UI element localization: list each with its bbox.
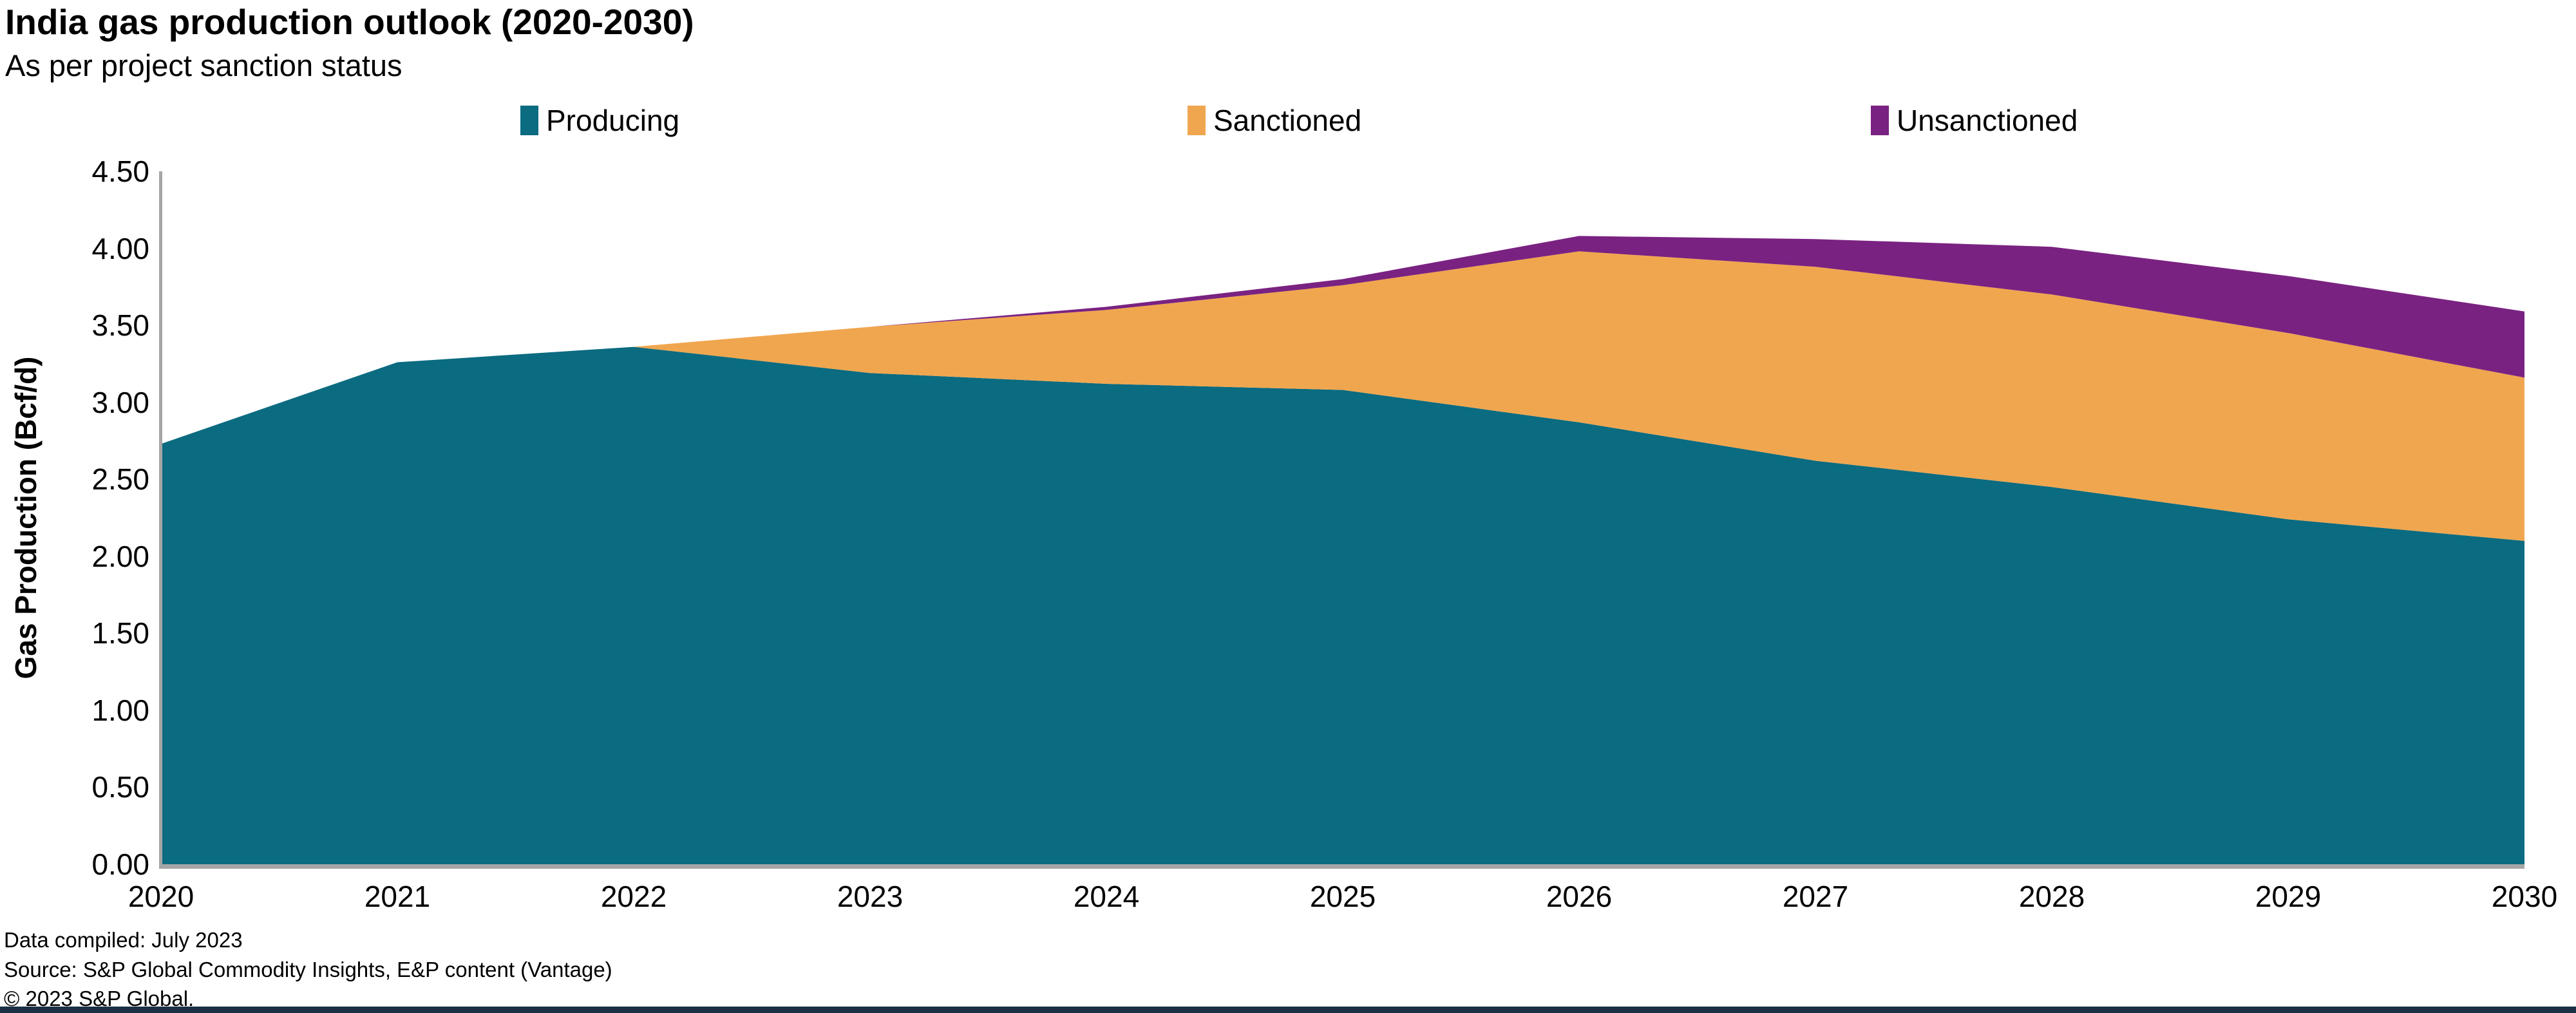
x-tick-label: 2030 [2491,880,2558,913]
legend-label-producing: Producing [546,104,680,137]
page-subtitle: As per project sanction status [5,48,402,82]
x-tick-label: 2024 [1073,880,1140,913]
x-tick-label: 2028 [2018,880,2085,913]
area-series-producing [161,346,2524,864]
legend-item-producing: Producing [520,103,679,138]
legend-label-unsanctioned: Unsanctioned [1897,104,2078,137]
y-tick-label: 0.00 [91,847,149,881]
brand-bottom-bar [0,1007,2576,1013]
x-tick-label: 2025 [1309,880,1376,913]
y-tick-label: 4.00 [91,231,149,265]
footnote-source: Source: S&P Global Commodity Insights, E… [4,958,612,981]
x-tick-label: 2020 [128,880,194,913]
x-axis-line [159,864,2524,869]
x-tick-label: 2023 [837,880,904,913]
y-tick-label: 1.00 [91,693,149,727]
legend-swatch-0 [520,106,538,135]
legend-swatch-2 [1871,106,1889,135]
y-tick-label: 1.50 [91,616,149,650]
legend-label-sanctioned: Sanctioned [1213,104,1362,137]
page-title: India gas production outlook (2020-2030) [5,2,694,42]
y-axis-line [159,171,162,868]
x-tick-label: 2021 [364,880,431,913]
x-tick-label: 2022 [600,880,667,913]
footnote-data-compiled: Data compiled: July 2023 [4,928,243,952]
x-tick-label: 2026 [1546,880,1613,913]
legend-item-unsanctioned: Unsanctioned [1871,103,2078,138]
y-tick-label: 2.00 [91,539,149,573]
area-series-sanctioned [161,251,2524,541]
y-tick-label: 4.50 [91,155,149,188]
footnote-copyright: © 2023 S&P Global. [4,987,194,1010]
y-tick-label: 2.50 [91,462,149,497]
x-tick-label: 2029 [2255,880,2322,913]
y-tick-label: 3.00 [91,385,149,419]
legend-swatch-1 [1188,106,1206,135]
y-tick-label: 3.50 [91,308,149,343]
y-tick-label: 0.50 [91,770,149,804]
stacked-area-plot [161,236,2524,864]
legend-item-sanctioned: Sanctioned [1188,103,1361,138]
x-tick-label: 2027 [1782,880,1849,913]
